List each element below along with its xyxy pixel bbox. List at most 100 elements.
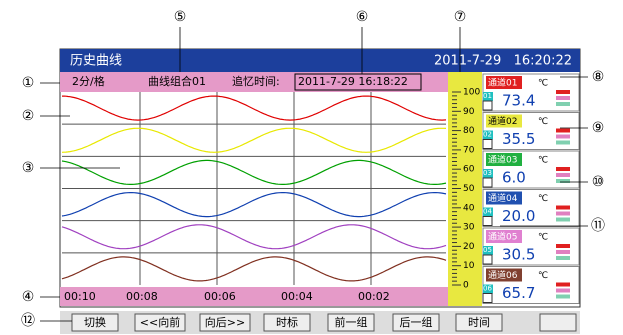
channel-bar [556,173,570,177]
title: 历史曲线 [70,54,122,69]
channel-value: 65.7 [502,284,535,302]
channel-unit: ℃ [538,233,548,243]
time-label: 00:06 [204,290,236,303]
scale-label: 100 [463,88,480,98]
channel-bar [556,217,570,222]
channel-value: 73.4 [502,92,535,110]
datetime: 2011-7-29 16:20:22 [434,54,572,69]
button[interactable] [199,313,251,332]
callout: ⑥ [356,9,369,25]
channel-index-bg [483,130,493,140]
channel-bar [556,244,570,248]
curve [61,127,447,153]
channel-tag [486,114,522,128]
recall-label: 追忆时间: [232,74,280,88]
button-label: 时间 [468,316,490,329]
callout: ⑤ [174,9,187,25]
button[interactable] [539,313,577,332]
button-label: 向后>> [205,315,245,329]
channel-unit: ℃ [538,194,548,204]
callout: ⑨ [592,120,605,136]
channel-name: 通道01 [488,77,517,89]
callout: ③ [22,160,35,176]
checkbox[interactable] [482,139,493,149]
curve [61,224,447,250]
time-label: 00:04 [281,290,313,303]
channel-index: 01 [483,92,492,100]
channel-index-bg [483,169,493,178]
time-label: 00:02 [358,290,390,303]
scale-label: 10 [463,261,475,271]
channel-bar [556,205,570,210]
scale-label: 0 [463,281,469,291]
checkbox[interactable] [482,293,493,303]
channel-name: 通道04 [488,192,518,204]
button[interactable] [392,313,440,332]
channel-bar [556,102,570,106]
channel-bar [556,294,570,299]
channel-bar [556,288,570,293]
channel-index: 03 [483,169,492,177]
group: 曲线组合01 [148,74,206,88]
channel-tag [486,191,522,205]
channel-tag [486,230,522,243]
scale-label: 30 [463,223,475,233]
channel-bar [556,282,570,287]
channel-tag [486,153,522,166]
channel-name: 通道03 [488,154,517,166]
channel-index: 04 [483,208,492,216]
callout: ⑪ [591,218,605,234]
channel-value: 6.0 [502,169,526,187]
curve [61,192,447,218]
channel-value: 35.5 [502,130,535,148]
channel-value: 20.0 [502,207,535,225]
time-label: 00:08 [126,290,158,303]
channel-name: 通道05 [488,231,517,243]
button[interactable] [455,313,503,332]
channel-index-bg [483,284,493,294]
time-bar [60,287,448,306]
scale-label: 20 [463,242,475,252]
button[interactable] [134,313,186,332]
button[interactable] [327,313,375,332]
button-bar [60,311,580,334]
scale-label: 80 [463,126,475,136]
channel-unit: ℃ [538,156,548,166]
recall-box [294,73,422,91]
channel-index: 06 [483,285,492,293]
interval: 2分/格 [72,74,105,88]
callout: ⑦ [454,9,467,25]
checkbox[interactable] [482,254,493,265]
button[interactable] [263,313,311,332]
channel-value: 30.5 [502,246,535,264]
time-label: 00:10 [64,290,96,303]
title-bar [60,49,580,72]
curve [62,95,447,121]
channel-bar [556,128,570,133]
scale-label: 90 [463,107,475,117]
checkbox[interactable] [482,216,493,226]
channel-unit: ℃ [538,271,548,281]
info-bar [60,72,448,92]
checkbox[interactable] [482,177,493,188]
checkbox[interactable] [482,100,493,111]
button[interactable] [71,313,119,332]
channel-unit: ℃ [538,117,548,127]
channel-index: 05 [483,246,492,254]
channel-name: 通道06 [488,269,518,281]
callout: ⑩ [592,174,605,190]
scale-label: 60 [463,165,475,175]
channel-bar [556,211,570,216]
button-label: 后一组 [400,315,433,329]
callout: ② [22,108,35,124]
channel-bar [556,179,570,183]
recall-time: 2011-7-29 16:18:22 [298,75,408,88]
channel-tag [486,268,522,282]
channel-unit: ℃ [538,79,548,89]
channel-index-bg [483,207,493,217]
channel-index: 02 [483,131,492,139]
channel-name: 通道02 [488,115,517,127]
channel-bar [556,250,570,254]
callout: ⑧ [592,69,605,85]
